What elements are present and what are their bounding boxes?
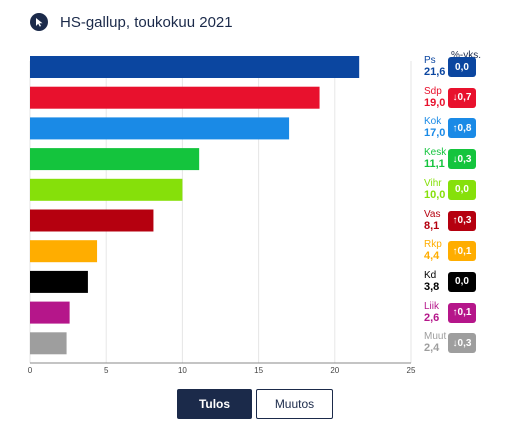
- party-value: 17,0: [424, 127, 446, 140]
- party-value: 21,6: [424, 66, 446, 78]
- bar-vas[interactable]: [30, 209, 154, 232]
- tulos-button[interactable]: Tulos: [177, 389, 252, 419]
- x-tick-label: 10: [178, 366, 187, 375]
- party-name: Ps: [424, 55, 436, 66]
- change-column-header: %-yks.: [451, 50, 481, 61]
- party-name: Muut: [424, 331, 447, 343]
- chart-header: HS-gallup, toukokuu 2021: [30, 10, 233, 34]
- bar-vihr[interactable]: [30, 178, 183, 201]
- change-badge: ↓0,3: [448, 333, 476, 354]
- party-name: Sdp: [424, 85, 442, 97]
- bar-ps[interactable]: [30, 56, 360, 78]
- change-badge: ↑0,1: [448, 302, 476, 323]
- party-value: 8,1: [424, 219, 440, 232]
- muutos-button[interactable]: Muutos: [256, 389, 333, 419]
- party-name: Rkp: [424, 239, 442, 251]
- chart-title: HS-gallup, toukokuu 2021: [60, 13, 233, 31]
- bar-kesk[interactable]: [30, 148, 200, 171]
- change-badge: ↑0,8: [448, 118, 476, 139]
- party-name: Kesk: [424, 147, 447, 159]
- bar-sdp[interactable]: [30, 86, 320, 109]
- party-name: Vas: [424, 208, 441, 220]
- change-badge: ↓0,3: [448, 149, 476, 170]
- change-badge: 0,0: [448, 57, 476, 77]
- party-value: 2,6: [424, 311, 440, 324]
- change-badge: 0,0: [448, 271, 476, 292]
- change-badge: 0,0: [448, 179, 476, 200]
- x-tick-label: 25: [407, 366, 416, 375]
- party-name: Kd: [424, 269, 437, 281]
- x-tick-label: 5: [104, 366, 109, 375]
- cursor-icon[interactable]: [30, 13, 48, 31]
- bar-kd[interactable]: [30, 270, 88, 293]
- party-name: Liik: [424, 300, 440, 312]
- change-badge: ↑0,1: [448, 241, 476, 262]
- party-name: Vihr: [424, 177, 442, 189]
- party-value: 2,4: [424, 342, 440, 355]
- party-value: 10,0: [424, 188, 446, 201]
- x-tick-label: 15: [254, 366, 263, 375]
- change-badge: ↓0,7: [448, 87, 476, 108]
- bar-muut[interactable]: [30, 332, 67, 355]
- party-value: 4,4: [424, 250, 440, 263]
- party-name: Kok: [424, 116, 442, 128]
- bar-kok[interactable]: [30, 117, 290, 140]
- x-tick-label: 0: [28, 366, 33, 375]
- party-value: 11,1: [424, 158, 445, 171]
- change-badge: ↑0,3: [448, 210, 476, 231]
- bar-rkp[interactable]: [30, 240, 98, 263]
- x-tick-label: 20: [330, 366, 339, 375]
- party-value: 19,0: [424, 96, 446, 109]
- party-value: 3,8: [424, 280, 440, 293]
- bar-liik[interactable]: [30, 301, 70, 324]
